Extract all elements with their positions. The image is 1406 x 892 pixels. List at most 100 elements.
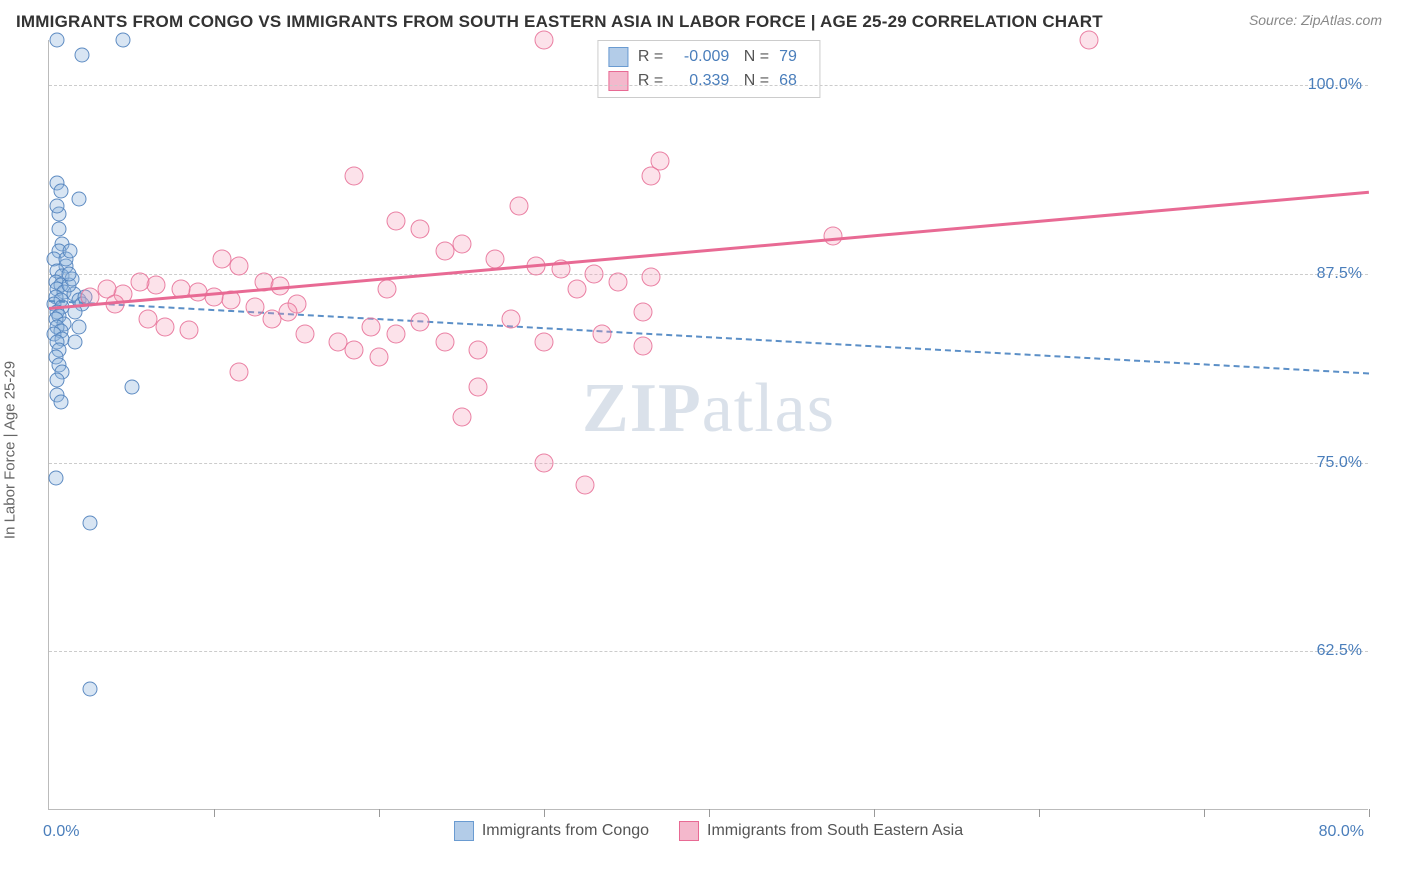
gridline-h bbox=[49, 274, 1368, 275]
x-tick bbox=[1369, 809, 1370, 817]
n-label: N = bbox=[739, 45, 769, 69]
data-point-sea bbox=[609, 272, 628, 291]
legend-swatch-blue bbox=[454, 821, 474, 841]
data-point-sea bbox=[411, 219, 430, 238]
n-label: N = bbox=[739, 69, 769, 93]
data-point-sea bbox=[436, 332, 455, 351]
data-point-congo bbox=[75, 48, 90, 63]
data-point-congo bbox=[83, 682, 98, 697]
data-point-sea bbox=[469, 378, 488, 397]
data-point-sea bbox=[386, 325, 405, 344]
n-value-2: 68 bbox=[779, 69, 807, 93]
x-tick bbox=[1204, 809, 1205, 817]
data-point-sea bbox=[279, 302, 298, 321]
data-point-sea bbox=[452, 234, 471, 253]
trendline-sea bbox=[49, 191, 1369, 310]
r-value-1: -0.009 bbox=[673, 45, 729, 69]
data-point-sea bbox=[452, 408, 471, 427]
stats-row-series-2: R = 0.339 N = 68 bbox=[608, 69, 807, 93]
data-point-sea bbox=[634, 337, 653, 356]
legend-label-2: Immigrants from South Eastern Asia bbox=[707, 822, 963, 840]
data-point-sea bbox=[502, 310, 521, 329]
data-point-sea bbox=[361, 317, 380, 336]
data-point-sea bbox=[229, 257, 248, 276]
plot-area: ZIPatlas R = -0.009 N = 79 R = 0.339 N =… bbox=[48, 40, 1368, 810]
data-point-congo bbox=[48, 470, 63, 485]
swatch-pink bbox=[608, 71, 628, 91]
data-point-sea bbox=[823, 227, 842, 246]
data-point-congo bbox=[51, 221, 66, 236]
x-tick bbox=[709, 809, 710, 817]
x-tick bbox=[1039, 809, 1040, 817]
data-point-congo bbox=[50, 199, 65, 214]
data-point-sea bbox=[130, 272, 149, 291]
gridline-h bbox=[49, 651, 1368, 652]
r-label: R = bbox=[638, 45, 663, 69]
data-point-sea bbox=[642, 166, 661, 185]
chart-title: IMMIGRANTS FROM CONGO VS IMMIGRANTS FROM… bbox=[16, 12, 1103, 32]
data-point-congo bbox=[116, 33, 131, 48]
bottom-legend: Immigrants from Congo Immigrants from So… bbox=[49, 821, 1368, 841]
data-point-congo bbox=[53, 395, 68, 410]
correlation-stats-box: R = -0.009 N = 79 R = 0.339 N = 68 bbox=[597, 40, 820, 98]
swatch-blue bbox=[608, 47, 628, 67]
data-point-sea bbox=[295, 325, 314, 344]
data-point-sea bbox=[584, 265, 603, 284]
data-point-sea bbox=[568, 280, 587, 299]
chart-area: In Labor Force | Age 25-29 ZIPatlas R = … bbox=[0, 40, 1406, 860]
data-point-congo bbox=[71, 319, 86, 334]
data-point-sea bbox=[535, 453, 554, 472]
gridline-h bbox=[49, 463, 1368, 464]
data-point-congo bbox=[124, 380, 139, 395]
data-point-sea bbox=[535, 332, 554, 351]
data-point-sea bbox=[246, 298, 265, 317]
data-point-sea bbox=[345, 166, 364, 185]
y-tick-label: 87.5% bbox=[1317, 265, 1362, 283]
r-value-2: 0.339 bbox=[673, 69, 729, 93]
legend-label-1: Immigrants from Congo bbox=[482, 822, 649, 840]
gridline-h bbox=[49, 85, 1368, 86]
data-point-sea bbox=[188, 283, 207, 302]
data-point-congo bbox=[50, 33, 65, 48]
data-point-congo bbox=[68, 334, 83, 349]
data-point-sea bbox=[436, 242, 455, 261]
y-tick-label: 75.0% bbox=[1317, 454, 1362, 472]
data-point-congo bbox=[61, 267, 76, 282]
data-point-sea bbox=[205, 287, 224, 306]
data-point-sea bbox=[345, 340, 364, 359]
data-point-sea bbox=[155, 317, 174, 336]
legend-swatch-pink bbox=[679, 821, 699, 841]
data-point-sea bbox=[386, 212, 405, 231]
data-point-congo bbox=[50, 372, 65, 387]
data-point-sea bbox=[147, 275, 166, 294]
data-point-congo bbox=[53, 183, 68, 198]
data-point-sea bbox=[378, 280, 397, 299]
data-point-sea bbox=[510, 197, 529, 216]
stats-row-series-1: R = -0.009 N = 79 bbox=[608, 45, 807, 69]
data-point-congo bbox=[83, 516, 98, 531]
x-tick bbox=[874, 809, 875, 817]
chart-header: IMMIGRANTS FROM CONGO VS IMMIGRANTS FROM… bbox=[0, 0, 1406, 38]
data-point-sea bbox=[535, 31, 554, 50]
data-point-sea bbox=[180, 320, 199, 339]
x-tick bbox=[544, 809, 545, 817]
data-point-sea bbox=[1079, 31, 1098, 50]
x-tick bbox=[379, 809, 380, 817]
x-tick bbox=[214, 809, 215, 817]
y-axis-label: In Labor Force | Age 25-29 bbox=[2, 361, 19, 539]
data-point-sea bbox=[469, 340, 488, 359]
y-tick-label: 100.0% bbox=[1308, 76, 1362, 94]
data-point-congo bbox=[63, 244, 78, 259]
n-value-1: 79 bbox=[779, 45, 807, 69]
data-point-sea bbox=[370, 348, 389, 367]
r-label: R = bbox=[638, 69, 663, 93]
data-point-sea bbox=[642, 268, 661, 287]
data-point-sea bbox=[592, 325, 611, 344]
legend-item-sea: Immigrants from South Eastern Asia bbox=[679, 821, 963, 841]
y-tick-label: 62.5% bbox=[1317, 642, 1362, 660]
data-point-sea bbox=[411, 313, 430, 332]
chart-source: Source: ZipAtlas.com bbox=[1249, 12, 1382, 28]
watermark: ZIPatlas bbox=[582, 369, 835, 449]
data-point-congo bbox=[71, 191, 86, 206]
data-point-sea bbox=[485, 249, 504, 268]
